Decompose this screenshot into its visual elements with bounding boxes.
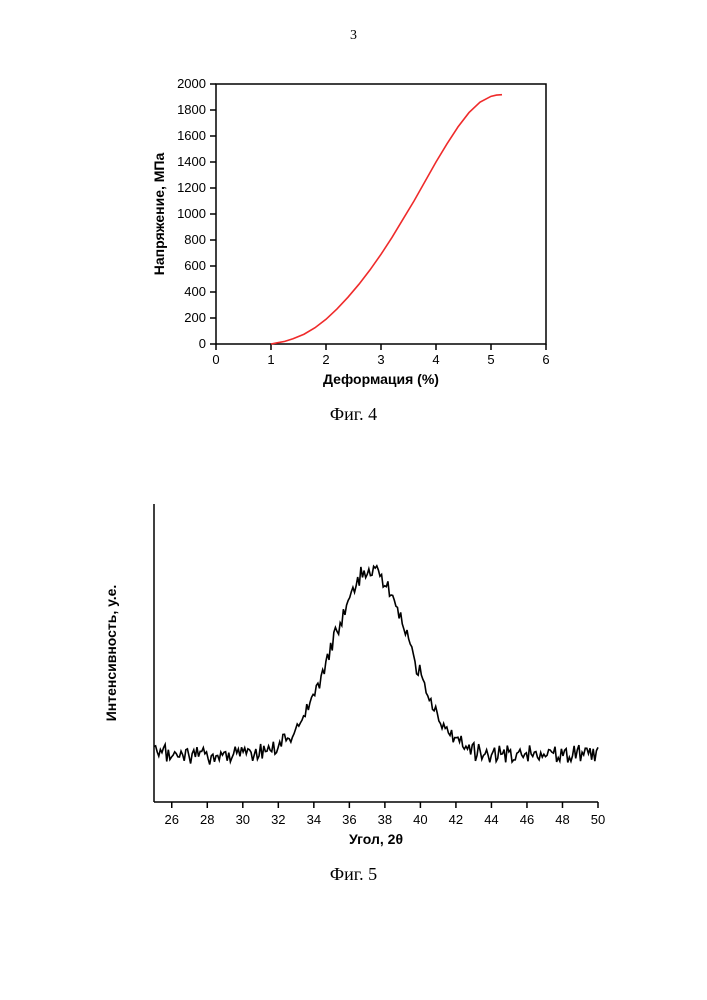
svg-text:26: 26 [164,812,178,827]
svg-text:36: 36 [342,812,356,827]
svg-text:5: 5 [487,352,494,367]
svg-text:1000: 1000 [177,206,206,221]
figure-4-block: 0 1 2 3 4 5 6 0 200 400 600 800 1000 1200 1400 1600 1800… [0,70,707,425]
figure-4-chart: 0 1 2 3 4 5 6 0 200 400 600 800 1000 1200 1400 1600 1800… [144,70,564,390]
svg-text:Напряжение, МПа: Напряжение, МПа [151,153,167,276]
svg-text:28: 28 [200,812,214,827]
svg-text:32: 32 [271,812,285,827]
svg-text:46: 46 [519,812,533,827]
svg-text:30: 30 [235,812,249,827]
svg-text:2: 2 [322,352,329,367]
svg-text:1400: 1400 [177,154,206,169]
svg-text:1800: 1800 [177,102,206,117]
svg-text:40: 40 [413,812,427,827]
svg-text:0: 0 [212,352,219,367]
svg-text:Деформация (%): Деформация (%) [323,371,439,387]
svg-text:44: 44 [484,812,498,827]
svg-text:600: 600 [184,258,206,273]
svg-text:50: 50 [590,812,604,827]
svg-text:200: 200 [184,310,206,325]
svg-text:6: 6 [542,352,549,367]
svg-text:4: 4 [432,352,439,367]
svg-text:48: 48 [555,812,569,827]
figure-5-caption: Фиг. 5 [0,864,707,885]
svg-text:1600: 1600 [177,128,206,143]
svg-text:Интенсивность, у.е.: Интенсивность, у.е. [103,585,119,722]
svg-text:1200: 1200 [177,180,206,195]
figure-5-chart: 26 28 30 32 34 36 38 40 42 44 46 48 50 Угол, 2θ Интенс… [94,490,614,850]
svg-text:2000: 2000 [177,76,206,91]
svg-text:1: 1 [267,352,274,367]
svg-text:38: 38 [377,812,391,827]
figure-5-block: 26 28 30 32 34 36 38 40 42 44 46 48 50 Угол, 2θ Интенс… [0,490,707,885]
svg-text:0: 0 [198,336,205,351]
figure-4-caption: Фиг. 4 [0,404,707,425]
page-number: 3 [0,28,707,44]
svg-text:400: 400 [184,284,206,299]
page: 3 01234560200400600800100012001400160018… [0,0,707,1000]
svg-text:3: 3 [377,352,384,367]
svg-text:34: 34 [306,812,320,827]
svg-text:42: 42 [448,812,462,827]
svg-text:800: 800 [184,232,206,247]
svg-text:Угол, 2θ: Угол, 2θ [348,831,402,847]
